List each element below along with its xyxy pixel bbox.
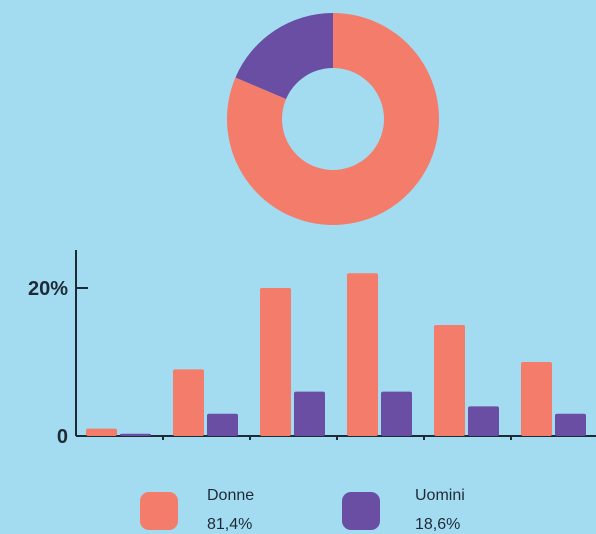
bar-donne [86, 428, 117, 436]
bar-donne [521, 362, 552, 436]
legend-swatch-donne [140, 492, 178, 530]
y-tick-label: 20% [28, 278, 68, 300]
donut-chart [227, 13, 439, 226]
bar-donne [347, 273, 378, 436]
bar-donne [260, 288, 291, 436]
bar-donne [434, 325, 465, 436]
bar-uomini [381, 391, 412, 436]
y-tick-label: 0 [57, 426, 68, 448]
bar-chart: 0 20% [28, 250, 596, 448]
legend-value-donne: 81,4% [207, 516, 253, 533]
legend-value-uomini: 18,6% [415, 516, 461, 533]
donut-slice-uomini [235, 13, 333, 100]
legend-label-donne: Donne [207, 487, 255, 504]
legend-label-uomini: Uomini [415, 487, 465, 504]
donut-slice-donne [227, 13, 439, 226]
bar-uomini [294, 391, 325, 436]
bar-uomini [207, 413, 238, 436]
bar-uomini [120, 433, 151, 436]
bar-uomini [468, 406, 499, 436]
legend-swatch-uomini [342, 492, 380, 530]
bar-donne [173, 369, 204, 436]
bar-uomini [555, 413, 586, 436]
